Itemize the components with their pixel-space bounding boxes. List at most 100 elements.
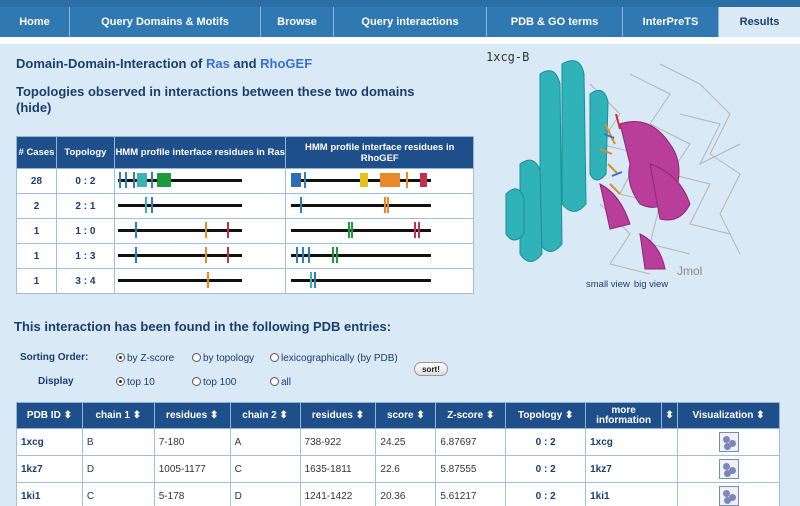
topology-link[interactable]: 0 : 2 [505,482,587,506]
rhogef-track [285,218,474,244]
top-nav: Home Query Domains & Motifs Browse Query… [0,0,800,44]
more-info-link[interactable]: 1kz7 [585,455,679,483]
col-more-info-sort[interactable]: ⬍ [661,402,679,429]
table-row: 28 0 : 2 [16,168,474,194]
jmol-watermark: Jmol [677,264,703,278]
big-view-link[interactable]: big view [633,279,669,290]
domain1-link[interactable]: Ras [205,56,230,71]
col-score[interactable]: score ⬍ [375,402,437,429]
col-more-info[interactable]: more information [585,402,663,429]
molecule-viewer-icon[interactable] [718,486,739,506]
chain2-cell: A [229,428,301,456]
zscore-cell: 5.87555 [435,455,507,483]
col-pdb-id[interactable]: PDB ID ⬍ [16,402,83,429]
small-view-link[interactable]: small view [586,279,630,290]
chain2-cell: D [229,482,301,506]
radio-selected-icon [116,377,125,386]
radio-icon [270,377,279,386]
score-cell: 24.25 [375,428,437,456]
table-row: 1xcg B 7-180 A 738-922 24.25 6.87697 0 :… [16,428,780,456]
molecule-viewer-icon[interactable] [718,432,739,452]
col-ras-residues: HMM profile interface residues in Ras [113,136,287,169]
rhogef-track [285,243,474,269]
pdb-id-link[interactable]: 1kz7 [16,455,83,483]
tab-pdb-go-terms[interactable]: PDB & GO terms [487,7,623,37]
col-zscore[interactable]: Z-score ⬍ [435,402,507,429]
tab-home[interactable]: Home [0,7,70,37]
topology-table: # Cases Topology HMM profile interface r… [16,136,474,294]
score-cell: 20.36 [375,482,437,506]
table-row: 2 2 : 1 [16,193,474,219]
pdb-id-link[interactable]: 1xcg [16,428,83,456]
chain1-cell: C [81,482,155,506]
residues2-cell: 1635-1811 [299,455,377,483]
sorting-order-label: Sorting Order: [20,352,89,363]
display-option-top100[interactable]: top 100 [192,377,236,388]
ras-track [113,193,287,219]
col-chain1[interactable]: chain 1 ⬍ [81,402,155,429]
topology-cell[interactable]: 0 : 2 [55,168,115,194]
zscore-cell: 5.61217 [435,482,507,506]
topology-cell[interactable]: 1 : 0 [55,218,115,244]
residues2-cell: 1241-1422 [299,482,377,506]
molecule-viewer-icon[interactable] [718,459,739,479]
visualization-cell [677,482,780,506]
tab-query-domains-motifs[interactable]: Query Domains & Motifs [70,7,261,37]
cases-cell[interactable]: 28 [16,168,57,194]
tab-query-interactions[interactable]: Query interactions [334,7,487,37]
radio-icon [192,353,201,362]
visualization-cell [677,428,780,456]
tab-browse[interactable]: Browse [261,7,334,37]
col-residues1[interactable]: residues ⬍ [153,402,231,429]
ras-track [113,168,287,194]
table-row: 1 1 : 0 [16,218,474,244]
ras-track [113,218,287,244]
table-row: 1 1 : 3 [16,243,474,269]
visualization-cell [677,455,780,483]
sort-button[interactable]: sort! [414,362,448,376]
display-label: Display [38,376,74,387]
tab-interprets[interactable]: InterPreTS [623,7,719,37]
topology-cell[interactable]: 1 : 3 [55,243,115,269]
display-option-top10[interactable]: top 10 [116,377,155,388]
sort-option-topology[interactable]: by topology [192,353,254,364]
col-residues2[interactable]: residues ⬍ [299,402,377,429]
more-info-link[interactable]: 1ki1 [585,482,679,506]
radio-selected-icon [116,353,125,362]
col-rhogef-residues: HMM profile interface residues in RhoGEF [285,136,474,169]
domain2-link[interactable]: RhoGEF [260,56,313,71]
jmol-structure-viewer[interactable] [500,54,750,284]
rhogef-track [285,268,474,294]
score-cell: 22.6 [375,455,437,483]
residues1-cell: 1005-1177 [153,455,231,483]
table-row: 1kz7 D 1005-1177 C 1635-1811 22.6 5.8755… [16,455,780,483]
topology-link[interactable]: 0 : 2 [505,428,587,456]
more-info-link[interactable]: 1xcg [585,428,679,456]
cases-cell[interactable]: 2 [16,193,57,219]
cases-cell[interactable]: 1 [16,268,57,294]
table-row: 1ki1 C 5-178 D 1241-1422 20.36 5.61217 0… [16,482,780,506]
hide-link[interactable]: (hide) [16,100,52,115]
col-visualization[interactable]: Visualization ⬍ [677,402,780,429]
chain2-cell: C [229,455,301,483]
col-topology: Topology [55,136,115,169]
pdb-id-link[interactable]: 1ki1 [16,482,83,506]
residues1-cell: 5-178 [153,482,231,506]
cases-cell[interactable]: 1 [16,243,57,269]
topology-cell[interactable]: 3 : 4 [55,268,115,294]
col-topology[interactable]: Topology ⬍ [505,402,587,429]
sort-option-lexicographic[interactable]: lexicographically (by PDB) [270,353,398,364]
display-option-all[interactable]: all [270,377,291,388]
topology-cell[interactable]: 2 : 1 [55,193,115,219]
topology-link[interactable]: 0 : 2 [505,455,587,483]
residues2-cell: 738-922 [299,428,377,456]
zscore-cell: 6.87697 [435,428,507,456]
pdb-entries-heading: This interaction has been found in the f… [14,319,392,334]
sort-option-zscore[interactable]: by Z-score [116,353,174,364]
col-chain2[interactable]: chain 2 ⬍ [229,402,301,429]
cases-cell[interactable]: 1 [16,218,57,244]
chain1-cell: D [81,455,155,483]
tab-results[interactable]: Results [719,7,800,37]
col-cases: # Cases [16,136,57,169]
radio-icon [192,377,201,386]
